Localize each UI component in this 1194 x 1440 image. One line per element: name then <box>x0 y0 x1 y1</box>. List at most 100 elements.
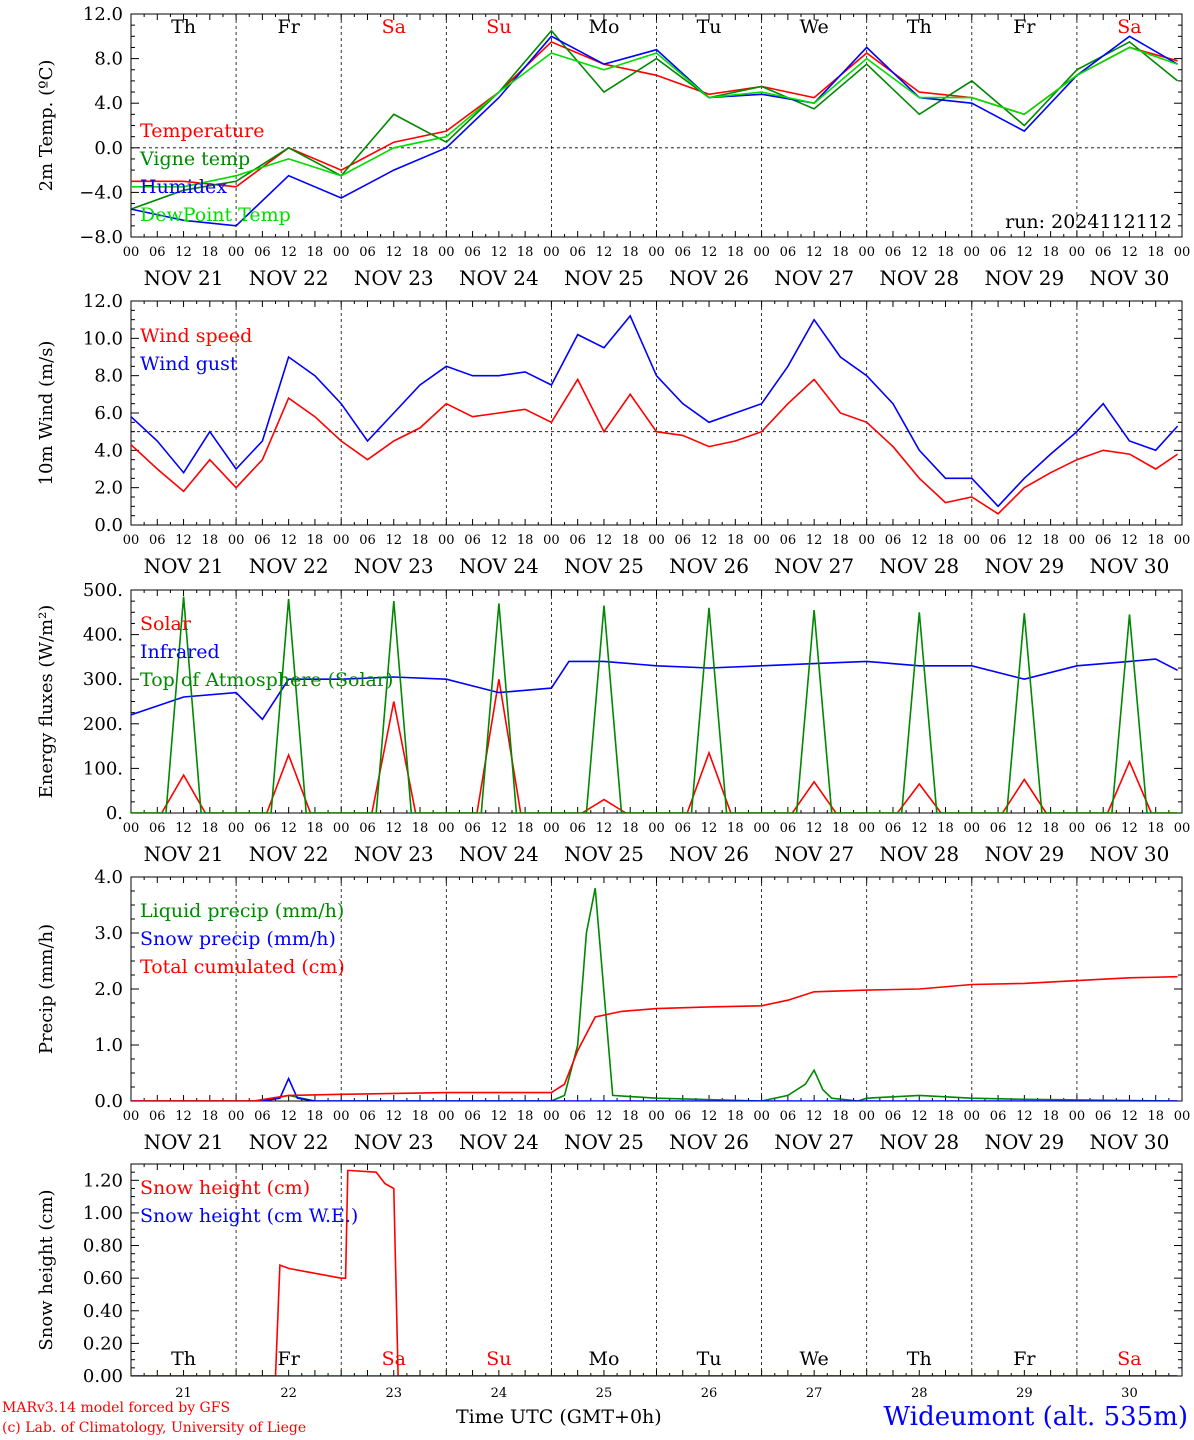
y-tick-label: 10.0 <box>83 328 123 349</box>
hour-tick-label: 12 <box>806 821 823 836</box>
weekday-label: We <box>800 16 829 38</box>
hour-tick-label: 12 <box>385 245 402 260</box>
weekday-label: Mo <box>588 1348 619 1370</box>
weekday-label: Sa <box>1117 1348 1141 1370</box>
hour-tick-label: 12 <box>175 1109 192 1124</box>
hour-tick-label: 18 <box>412 821 429 836</box>
y-tick-label: 8.0 <box>94 49 123 70</box>
legend-entry: Snow precip (mm/h) <box>140 928 336 950</box>
hour-tick-label: 18 <box>832 245 849 260</box>
legend-entry: Snow height (cm) <box>140 1177 310 1199</box>
hour-tick-label: 00 <box>543 1109 560 1124</box>
hour-tick-label: 12 <box>1016 821 1033 836</box>
y-tick-label: 0.60 <box>83 1268 123 1289</box>
series-line <box>131 40 1178 188</box>
hour-tick-label: 06 <box>990 533 1007 548</box>
hour-tick-label: 06 <box>675 245 692 260</box>
weekday-label: Mo <box>588 16 619 38</box>
hour-tick-label: 12 <box>1121 533 1138 548</box>
weekday-label: Fr <box>1013 1348 1036 1370</box>
hour-tick-label: 00 <box>858 821 875 836</box>
hour-tick-label: 00 <box>123 245 140 260</box>
date-label: NOV 29 <box>984 842 1064 866</box>
y-tick-label: 4.0 <box>94 93 123 114</box>
hour-tick-label: 18 <box>307 821 324 836</box>
weekday-label: Sa <box>1117 16 1141 38</box>
y-tick-label: 4.0 <box>94 440 123 461</box>
hour-tick-label: 00 <box>964 533 981 548</box>
date-label: NOV 24 <box>459 266 539 290</box>
y-tick-label: 3.0 <box>94 923 123 944</box>
date-label: NOV 23 <box>354 266 434 290</box>
hour-tick-label: 00 <box>753 821 770 836</box>
date-label: NOV 24 <box>459 842 539 866</box>
y-tick-label: 300. <box>83 669 123 690</box>
date-label: NOV 23 <box>354 842 434 866</box>
hour-tick-label: 12 <box>1016 1109 1033 1124</box>
hour-tick-label: 12 <box>911 821 928 836</box>
hour-tick-label: 12 <box>1121 245 1138 260</box>
hour-tick-label: 12 <box>1121 1109 1138 1124</box>
hour-tick-label: 12 <box>911 533 928 548</box>
hour-tick-label: 00 <box>858 533 875 548</box>
hour-tick-label: 18 <box>937 245 954 260</box>
hour-tick-label: 18 <box>1147 1109 1164 1124</box>
hour-tick-label: 00 <box>333 1109 350 1124</box>
hour-tick-label: 00 <box>438 821 455 836</box>
hour-tick-label: 00 <box>438 1109 455 1124</box>
day-number-label: 27 <box>806 1386 823 1401</box>
date-label: NOV 27 <box>774 266 854 290</box>
y-tick-label: 0.40 <box>83 1301 123 1322</box>
date-label: NOV 24 <box>459 554 539 578</box>
date-label: NOV 25 <box>564 266 644 290</box>
hour-tick-label: 00 <box>648 1109 665 1124</box>
hour-tick-label: 00 <box>543 821 560 836</box>
series-line <box>131 596 1178 813</box>
hour-tick-label: 00 <box>123 1109 140 1124</box>
hour-tick-label: 06 <box>254 1109 271 1124</box>
hour-tick-label: 12 <box>280 533 297 548</box>
hour-tick-label: 18 <box>622 533 639 548</box>
weekday-label: Sa <box>382 1348 406 1370</box>
date-label: NOV 28 <box>879 266 959 290</box>
hour-tick-label: 00 <box>1174 1109 1191 1124</box>
hour-tick-label: 00 <box>1069 533 1086 548</box>
hour-tick-label: 06 <box>569 821 586 836</box>
date-label: NOV 22 <box>249 842 329 866</box>
hour-tick-label: 06 <box>990 245 1007 260</box>
hour-tick-label: 00 <box>1069 1109 1086 1124</box>
hour-tick-label: 06 <box>569 533 586 548</box>
hour-tick-label: 12 <box>385 1109 402 1124</box>
hour-tick-label: 00 <box>333 821 350 836</box>
weekday-label: Su <box>486 1348 511 1370</box>
y-axis-label: 10m Wind (m/s) <box>36 341 57 486</box>
hour-tick-label: 18 <box>1147 533 1164 548</box>
credit-model: MARv3.14 model forced by GFS <box>2 1400 231 1416</box>
hour-tick-label: 18 <box>937 821 954 836</box>
hour-tick-label: 00 <box>543 533 560 548</box>
hour-tick-label: 06 <box>780 533 797 548</box>
date-label: NOV 27 <box>774 1130 854 1154</box>
hour-tick-label: 00 <box>228 533 245 548</box>
hour-tick-label: 06 <box>464 245 481 260</box>
credit-lab: (c) Lab. of Climatology, University of L… <box>2 1420 307 1436</box>
hour-tick-label: 12 <box>175 245 192 260</box>
y-tick-label: 2.0 <box>94 478 123 499</box>
date-label: NOV 24 <box>459 1130 539 1154</box>
y-tick-label: −4.0 <box>79 182 123 203</box>
hour-tick-label: 12 <box>701 821 718 836</box>
date-label: NOV 29 <box>984 266 1064 290</box>
legend-entry: Liquid precip (mm/h) <box>140 900 344 922</box>
hour-tick-label: 06 <box>149 1109 166 1124</box>
date-label: NOV 26 <box>669 266 749 290</box>
y-tick-label: 1.0 <box>94 1035 123 1056</box>
date-label: NOV 27 <box>774 842 854 866</box>
legend-entry: Humidex <box>140 176 227 198</box>
y-tick-label: 0.00 <box>83 1366 123 1387</box>
hour-tick-label: 00 <box>753 245 770 260</box>
hour-tick-label: 18 <box>832 533 849 548</box>
hour-tick-label: 00 <box>228 1109 245 1124</box>
hour-tick-label: 06 <box>1095 533 1112 548</box>
hour-tick-label: 06 <box>149 533 166 548</box>
